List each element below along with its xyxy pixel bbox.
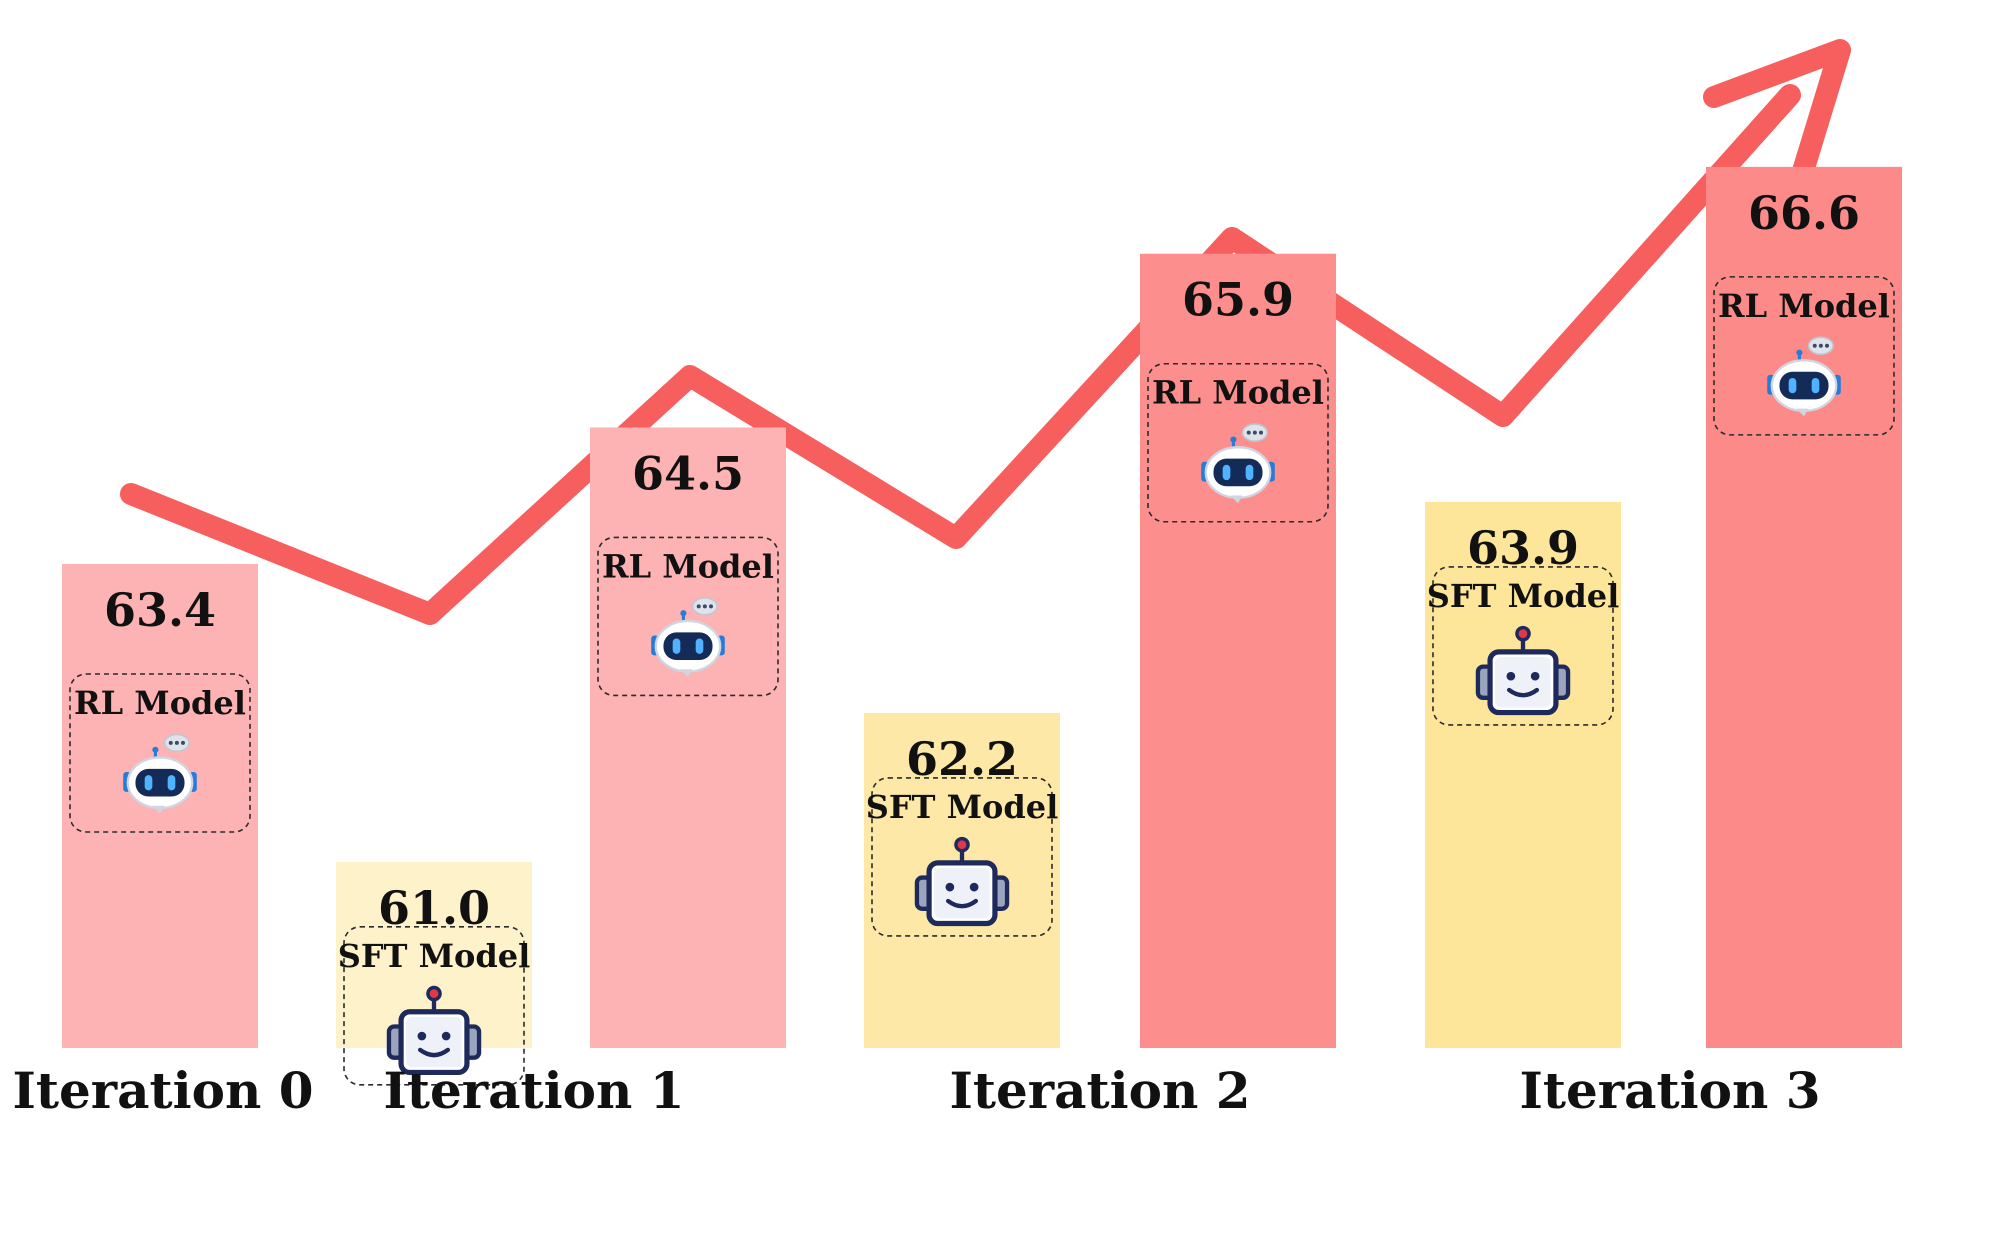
iteration-labels: Iteration 0 Iteration 1 Iteration 2 Iter…: [12, 1061, 1820, 1120]
model-box: [1432, 566, 1614, 726]
bar-value-label: 63.9: [1467, 521, 1579, 575]
sft-bar: [1425, 501, 1621, 1048]
rl-bar-group: 65.9 RL Model: [1140, 253, 1336, 1048]
iteration-label: Iteration 1: [383, 1061, 684, 1120]
bar-value-label: 63.4: [104, 583, 216, 637]
bar-value-label: 66.6: [1748, 186, 1860, 240]
model-box: [1147, 362, 1329, 523]
iteration-label: Iteration 2: [949, 1061, 1250, 1120]
trend-arrow: [120, 39, 1851, 625]
rl-model-label: RL Model: [602, 547, 774, 585]
model-box: [871, 777, 1053, 937]
sft-model-label: SFT Model: [338, 937, 530, 975]
bar-value-label: 65.9: [1182, 273, 1294, 327]
model-box: [343, 926, 525, 1086]
rl-bar: [1706, 166, 1902, 1048]
trend-arrowhead: [1703, 39, 1851, 192]
rl-model-label: RL Model: [1152, 374, 1324, 412]
rl-model-label: RL Model: [1718, 287, 1890, 325]
trend-line: [120, 84, 1801, 625]
rl-model-label: RL Model: [74, 684, 246, 722]
rl-bar: [1140, 253, 1336, 1048]
rl-bar: [590, 427, 786, 1048]
model-box: [69, 673, 251, 833]
sft-model-label: SFT Model: [866, 788, 1058, 826]
rl-bar-group: 63.4 RL Model: [62, 564, 258, 1048]
model-box: [1713, 276, 1895, 436]
iteration-label: Iteration 0: [12, 1061, 313, 1120]
model-box: [597, 536, 779, 697]
bar-value-label: 62.2: [906, 732, 1018, 786]
rl-bar-group: 64.5 RL Model: [590, 427, 786, 1048]
bar-value-label: 64.5: [632, 446, 744, 500]
sft-model-label: SFT Model: [1427, 577, 1619, 615]
rl-bar-group: 66.6 RL Model: [1706, 166, 1902, 1048]
iteration-label: Iteration 3: [1519, 1061, 1820, 1120]
bar-value-label: 61.0: [378, 881, 490, 935]
